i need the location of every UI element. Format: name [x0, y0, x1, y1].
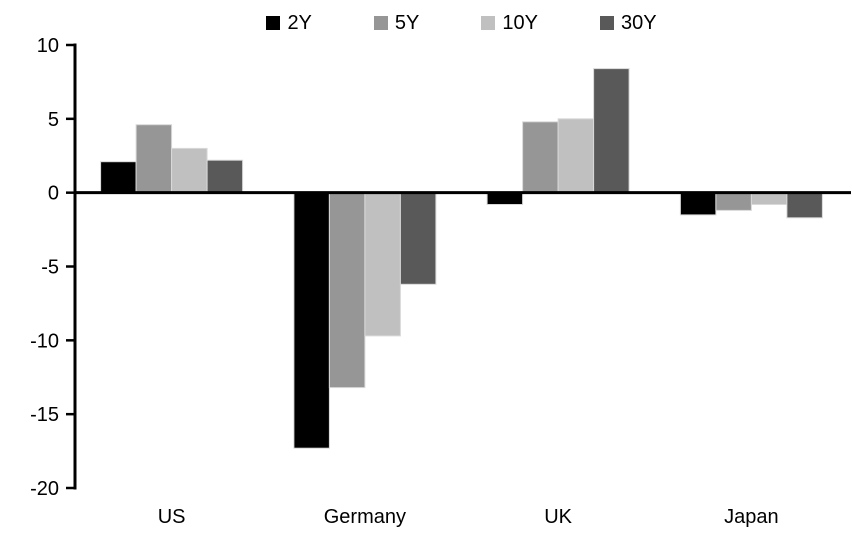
- legend-label-2y: 2Y: [287, 12, 312, 34]
- chart-legend: 2Y 5Y 10Y 30Y: [75, 13, 848, 33]
- y-tick-label--10: -10: [30, 330, 59, 352]
- bar-us-30y: [206, 159, 244, 194]
- bar-germany-5y: [328, 192, 366, 389]
- bar-uk-2y: [486, 192, 524, 205]
- bar-uk-30y: [593, 68, 630, 194]
- y-tick-label--5: -5: [41, 257, 59, 279]
- legend-swatch-10y: [481, 16, 496, 30]
- x-category-label-japan: Japan: [724, 506, 779, 528]
- x-category-label-us: US: [158, 506, 186, 528]
- y-tick-label-10: 10: [37, 35, 59, 57]
- bar-japan-30y: [786, 192, 823, 219]
- y-tick-label-0: 0: [48, 183, 59, 205]
- legend-swatch-2y: [266, 16, 281, 30]
- legend-swatch-5y: [373, 16, 388, 30]
- y-tick-label--15: -15: [30, 404, 59, 426]
- bar-germany-2y: [293, 192, 330, 449]
- y-tick-label--20: -20: [30, 478, 59, 500]
- legend-item-5y: 5Y: [373, 12, 420, 34]
- legend-label-30y: 30Y: [620, 12, 657, 34]
- x-category-label-germany: Germany: [324, 506, 406, 528]
- legend-label-10y: 10Y: [502, 12, 538, 34]
- bar-us-10y: [171, 147, 208, 194]
- x-category-label-uk: UK: [544, 506, 572, 528]
- bar-uk-5y: [522, 121, 559, 194]
- legend-item-2y: 2Y: [266, 12, 312, 34]
- bar-germany-30y: [399, 192, 437, 285]
- legend-item-30y: 30Y: [599, 12, 657, 34]
- bar-japan-2y: [679, 192, 717, 216]
- legend-item-10y: 10Y: [481, 13, 538, 33]
- legend-swatch-30y: [599, 16, 614, 30]
- bar-japan-5y: [715, 192, 752, 211]
- bar-germany-10y: [364, 192, 401, 337]
- bar-us-5y: [135, 124, 173, 194]
- bar-uk-10y: [557, 118, 595, 194]
- y-tick-label-5: 5: [48, 109, 59, 131]
- bar-us-2y: [100, 161, 137, 194]
- bar-japan-10y: [750, 192, 788, 205]
- legend-label-5y: 5Y: [394, 12, 420, 34]
